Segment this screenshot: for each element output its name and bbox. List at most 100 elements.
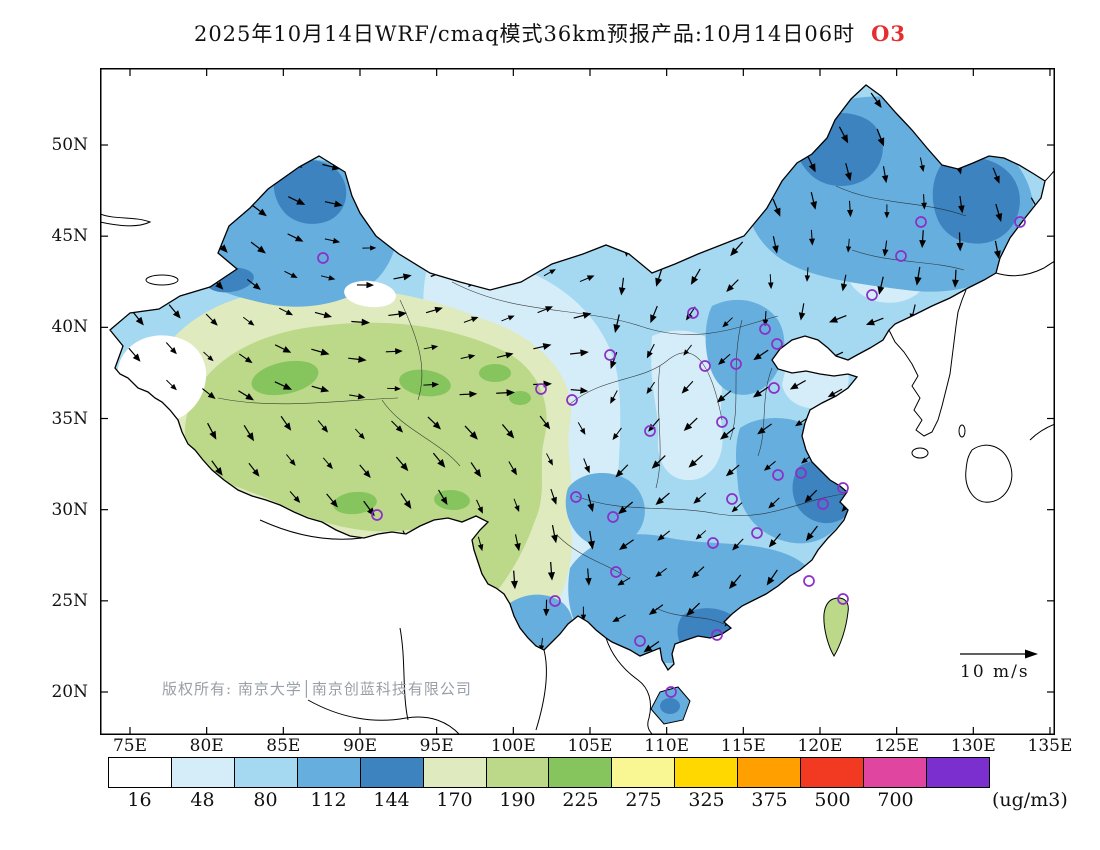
wind-arrow: [942, 419, 957, 433]
wind-arrow: [510, 200, 526, 213]
page-title: 2025年10月14日WRF/cmaq模式36km预报产品:10月14日06时 O…: [0, 18, 1100, 48]
colorbar-cell: [486, 758, 550, 787]
station-marker: [771, 338, 783, 350]
station-marker: [915, 216, 927, 228]
wind-arrow: [354, 428, 365, 440]
wind-arrow: [248, 462, 260, 477]
wind-arrow: [474, 572, 481, 591]
wind-arrow: [543, 599, 550, 617]
colorbar-cell: [738, 758, 802, 787]
wind-arrow: [460, 354, 476, 360]
lat-tick-label: 50N: [51, 135, 88, 155]
wind-arrow: [585, 568, 592, 586]
wind-arrow: [879, 499, 891, 515]
wind-arrow: [250, 241, 266, 254]
wind-arrow: [348, 355, 367, 363]
wind-arrow: [992, 167, 1000, 184]
lon-tick-label: 75E: [112, 736, 148, 756]
wind-arrow: [359, 464, 371, 478]
lon-tick-label: 100E: [490, 736, 536, 756]
wind-arrow: [324, 567, 336, 583]
wind-arrow: [695, 530, 707, 540]
contour-region: [273, 159, 347, 224]
wind-arrow: [178, 527, 192, 539]
station-marker: [607, 511, 619, 523]
wind-arrow: [510, 570, 518, 590]
wind-arrow: [440, 527, 447, 542]
wind-arrow: [726, 279, 739, 292]
wind-arrow: [551, 525, 558, 544]
wind-arrow: [882, 240, 889, 257]
station-marker: [751, 527, 763, 539]
station-marker: [707, 537, 719, 549]
wind-arrow: [976, 390, 990, 405]
wind-arrow: [691, 566, 705, 579]
wind-arrow: [693, 492, 707, 504]
wind-arrow: [249, 574, 264, 587]
wind-arrow: [539, 415, 551, 430]
wind-arrow: [570, 349, 589, 357]
wind-arrow: [350, 96, 368, 104]
wind-arrow: [359, 170, 378, 178]
colorbar-tick-label: 112: [310, 789, 347, 811]
wind-arrow: [875, 610, 883, 627]
station-marker: [895, 250, 907, 262]
wind-arrow: [884, 204, 890, 219]
lat-tick-label: 20N: [51, 682, 88, 702]
wind-arrow: [728, 131, 735, 145]
station-marker: [768, 382, 780, 394]
colorbar-cell: [234, 758, 298, 787]
china-border-line: [109, 84, 1046, 672]
wind-arrow: [473, 203, 489, 214]
wind-arrow: [686, 602, 701, 617]
wind-arrow: [242, 316, 255, 326]
wind-arrow: [789, 379, 806, 390]
wind-arrow: [866, 391, 879, 400]
wind-arrow: [212, 573, 227, 584]
wind-arrow: [798, 303, 806, 321]
wind-arrow: [801, 600, 809, 615]
wind-arrow: [1028, 494, 1038, 509]
wind-arrow: [215, 202, 229, 215]
wind-arrow: [168, 304, 181, 319]
lat-tick-label: 45N: [51, 226, 88, 247]
colorbar-labels: 16 48 80 112 144 170 190 225 275 325 375 500 700: [108, 789, 990, 815]
wind-arrow: [907, 85, 919, 99]
wind-arrow: [358, 612, 365, 626]
wind-arrow: [393, 273, 412, 281]
lat-tick-label: 30N: [51, 499, 88, 520]
wind-arrow: [992, 538, 1003, 553]
wind-arrow: [769, 162, 780, 179]
wind-arrow: [720, 427, 736, 440]
station-marker: [837, 482, 849, 494]
wind-arrow: [128, 646, 146, 654]
wind-arrow: [907, 637, 916, 656]
wind-arrow: [690, 268, 701, 285]
wind-arrow: [324, 237, 341, 244]
wind-arrow: [797, 637, 804, 652]
wind-arrow: [575, 643, 582, 659]
wind-arrow: [843, 533, 855, 550]
station-marker: [317, 252, 329, 264]
wind-arrow: [316, 641, 325, 656]
wind-arrow: [499, 90, 514, 102]
colorbar-cell: [171, 758, 235, 787]
wind-arrow: [763, 606, 773, 623]
wind-arrow: [545, 154, 561, 168]
vietnam-coastline: [605, 637, 654, 735]
wind-arrow: [252, 537, 266, 550]
wind-arrow: [1025, 567, 1038, 583]
wind-arrow: [981, 318, 993, 328]
wind-arrow: [245, 132, 258, 141]
lon-tick-label: 110E: [644, 736, 690, 756]
wind-arrow: [646, 381, 656, 394]
wind-arrow: [282, 122, 297, 130]
wind-arrow: [215, 498, 227, 511]
wind-arrow: [278, 639, 289, 651]
wind-arrow: [537, 85, 549, 92]
contour-region: [333, 491, 377, 515]
wind-arrow: [543, 269, 556, 277]
lake-balkhash: [100, 213, 152, 227]
wind-arrow: [476, 499, 483, 514]
station-marker: [644, 425, 656, 437]
